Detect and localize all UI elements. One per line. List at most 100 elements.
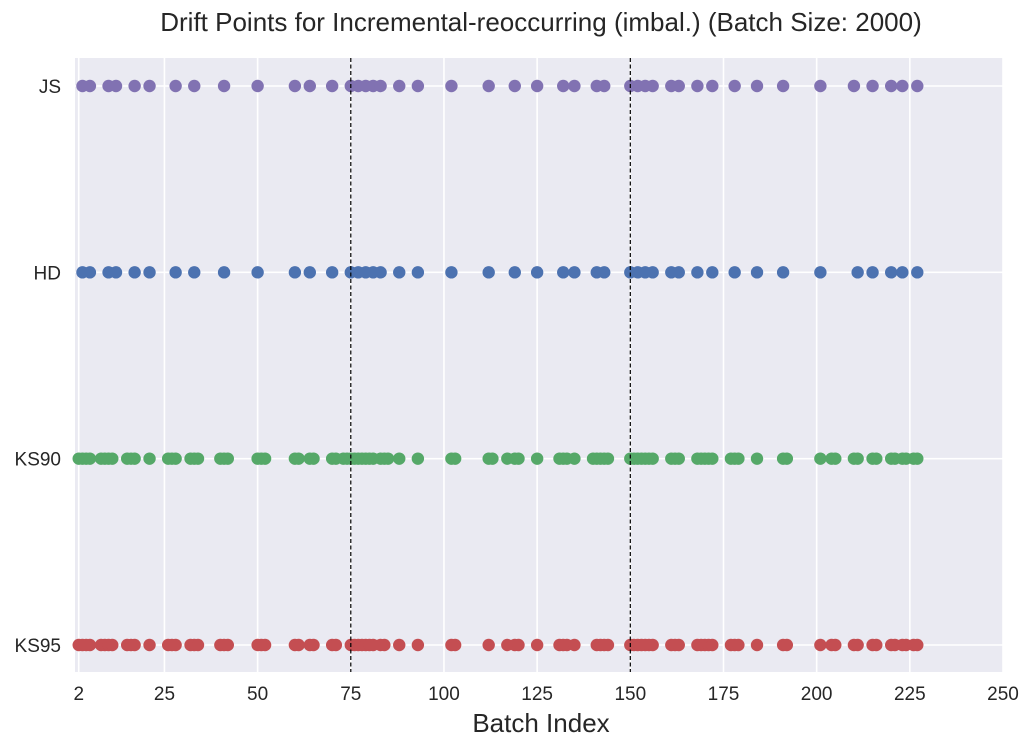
point-ks95 (378, 638, 391, 652)
point-js (109, 79, 123, 93)
point-js (508, 79, 521, 93)
point-ks90 (780, 452, 794, 465)
point-ks95 (221, 638, 235, 652)
x-tick-label: 2 (73, 684, 84, 705)
point-ks90 (381, 452, 395, 465)
point-ks95 (732, 638, 745, 652)
point-hd (374, 266, 387, 279)
point-js (847, 79, 861, 93)
point-js (411, 79, 425, 93)
chart-title: Drift Points for Incremental-reoccurring… (160, 7, 922, 37)
point-ks95 (530, 638, 544, 652)
point-hd (109, 266, 123, 279)
point-ks95 (191, 638, 205, 652)
point-ks90 (829, 452, 842, 465)
x-tick-label: 125 (521, 684, 553, 705)
point-js (530, 79, 544, 93)
point-js (374, 79, 387, 93)
point-hd (568, 266, 581, 279)
point-ks90 (411, 452, 425, 465)
point-js (672, 79, 685, 93)
point-js (143, 79, 156, 93)
point-ks95 (307, 638, 320, 652)
point-ks90 (486, 452, 499, 465)
point-hd (691, 266, 704, 279)
point-js (288, 79, 302, 93)
point-ks95 (143, 638, 156, 652)
point-ks90 (143, 452, 156, 465)
point-ks90 (814, 452, 827, 465)
data-points (72, 79, 924, 652)
point-js (169, 79, 182, 93)
point-js (896, 79, 909, 93)
point-ks95 (128, 638, 141, 652)
point-ks90 (732, 452, 745, 465)
x-tick-label: 175 (708, 684, 740, 705)
point-ks90 (706, 452, 719, 465)
point-hd (814, 266, 827, 279)
point-ks90 (512, 452, 525, 465)
x-tick-label: 50 (247, 684, 268, 705)
point-ks95 (646, 638, 659, 652)
point-hd (508, 266, 521, 279)
series-js (76, 79, 924, 93)
point-js (393, 79, 406, 93)
point-hd (851, 266, 864, 279)
point-ks95 (482, 638, 495, 652)
point-ks95 (568, 638, 581, 652)
point-ks95 (672, 638, 685, 652)
point-hd (303, 266, 316, 279)
point-hd (706, 266, 719, 279)
point-hd (866, 266, 879, 279)
x-tick-label: 25 (154, 684, 175, 705)
y-tick-label: KS90 (15, 450, 61, 471)
x-tick-label: 225 (894, 684, 926, 705)
reference-lines (350, 58, 631, 672)
y-tick-label: HD (34, 263, 61, 284)
point-js (303, 79, 316, 93)
point-js (776, 79, 790, 93)
point-js (814, 79, 827, 93)
y-tick-label: KS95 (15, 636, 61, 657)
point-hd (776, 266, 790, 279)
point-ks95 (870, 638, 883, 652)
point-hd (83, 266, 97, 279)
point-ks95 (83, 638, 97, 652)
point-ks95 (851, 638, 864, 652)
point-ks95 (258, 638, 272, 652)
point-js (706, 79, 719, 93)
point-ks90 (221, 452, 235, 465)
point-ks95 (814, 638, 827, 652)
point-ks90 (750, 452, 764, 465)
point-js (866, 79, 879, 93)
y-tick-labels: KS95 KS90 HD JS (15, 77, 61, 657)
point-hd (128, 266, 141, 279)
point-hd (646, 266, 659, 279)
point-js (557, 79, 570, 93)
point-hd (728, 266, 741, 279)
x-tick-label: 75 (340, 684, 361, 705)
y-tick-label: JS (39, 77, 61, 98)
point-hd (884, 266, 898, 279)
point-ks90 (448, 452, 462, 465)
point-js (128, 79, 141, 93)
point-ks90 (530, 452, 544, 465)
point-hd (288, 266, 302, 279)
point-ks95 (292, 638, 305, 652)
point-ks95 (448, 638, 462, 652)
point-js (598, 79, 611, 93)
point-js (217, 79, 231, 93)
x-tick-labels: 2 25 50 75 100 125 150 175 200 225 250 (73, 684, 1018, 705)
point-hd (411, 266, 425, 279)
point-hd (251, 266, 264, 279)
point-ks95 (169, 638, 182, 652)
point-ks95 (329, 638, 343, 652)
point-ks95 (780, 638, 794, 652)
x-axis-label: Batch Index (472, 708, 609, 738)
point-hd (672, 266, 685, 279)
x-tick-label: 150 (614, 684, 646, 705)
point-ks95 (411, 638, 425, 652)
point-ks90 (851, 452, 864, 465)
point-ks95 (750, 638, 764, 652)
